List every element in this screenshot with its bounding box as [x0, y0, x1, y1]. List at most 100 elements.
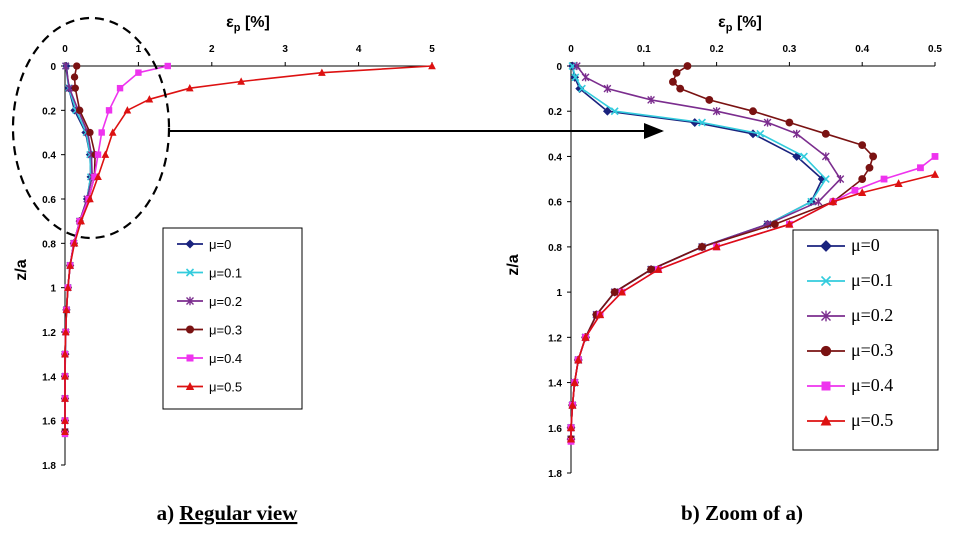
legend-label: μ=0.1 — [209, 266, 242, 281]
data-point — [61, 350, 69, 358]
y-tick-label: 0.4 — [548, 152, 562, 163]
legend-label: μ=0 — [851, 235, 880, 255]
data-point — [698, 118, 707, 127]
y-tick-label: 1 — [556, 288, 562, 299]
data-point — [821, 175, 830, 184]
data-point — [76, 106, 84, 115]
data-point — [821, 152, 830, 161]
data-point — [894, 179, 903, 187]
x-tick-label: 0.2 — [710, 44, 724, 55]
data-point — [672, 68, 681, 77]
zoom-region-ellipse — [11, 16, 171, 240]
y-tick-label: 0.8 — [42, 239, 56, 250]
chart-caption: a) Regular view — [157, 501, 299, 525]
data-point — [123, 106, 132, 114]
data-point — [185, 239, 195, 249]
x-tick-label: 2 — [209, 44, 215, 55]
series-line — [64, 65, 92, 432]
x-title-rest: [%] — [241, 14, 270, 31]
data-point — [568, 400, 577, 409]
legend: μ=0 μ=0.1 μ=0.2 μ=0.3 μ=0.4 μ=0.5 — [792, 229, 939, 451]
data-point — [108, 128, 117, 136]
data-point — [62, 305, 71, 314]
data-point — [858, 141, 867, 150]
data-point — [135, 69, 142, 76]
data-point — [820, 240, 832, 252]
y-axis-title: z/a — [505, 254, 522, 275]
data-point — [821, 381, 831, 391]
y-tick-label: 0.4 — [42, 151, 56, 162]
data-point — [930, 170, 939, 178]
data-point — [94, 172, 102, 181]
data-point — [73, 62, 81, 70]
data-point — [748, 129, 758, 139]
data-point — [581, 332, 590, 341]
data-point — [61, 327, 70, 336]
chart-b: 0 0.1 0.2 0.3 0.4 0.5 0 0.2 0.4 0.6 0.8 1 1.2 1.4 1.6 1… — [505, 14, 942, 525]
y-tick-label: 1.2 — [42, 328, 56, 339]
data-point — [821, 129, 830, 138]
data-point — [105, 107, 113, 114]
data-point — [86, 194, 94, 203]
data-point — [712, 107, 721, 116]
x-title-main: ε — [718, 14, 726, 31]
data-point — [820, 345, 832, 357]
data-point — [792, 152, 802, 161]
data-point — [669, 77, 677, 86]
data-point — [98, 129, 105, 136]
data-point — [186, 354, 194, 362]
legend-label: μ=0 — [209, 237, 231, 252]
legend-label: μ=0.2 — [209, 294, 242, 309]
y-tick-label: 1.6 — [548, 424, 562, 435]
data-point — [164, 62, 171, 70]
legend-label: μ=0.1 — [851, 270, 893, 290]
y-tick-label: 1.2 — [548, 333, 562, 344]
data-point — [647, 95, 655, 104]
data-point — [647, 265, 655, 274]
x-title-main: ε — [226, 14, 234, 31]
data-point — [654, 265, 663, 273]
data-point — [602, 106, 612, 116]
data-point — [566, 423, 576, 432]
y-tick-label: 0 — [556, 62, 562, 73]
series-group — [566, 61, 939, 445]
data-point — [814, 197, 823, 206]
x-tick-label: 4 — [356, 44, 362, 55]
legend-label: μ=0.5 — [209, 380, 242, 395]
x-axis-title: εp [%] — [226, 14, 270, 34]
data-point — [676, 84, 685, 93]
data-point — [858, 188, 867, 197]
legend-box — [792, 229, 939, 451]
caption-underlined: Regular view — [179, 501, 298, 525]
series — [61, 61, 436, 435]
data-point — [756, 129, 765, 138]
data-point — [571, 73, 580, 82]
series-line — [64, 65, 93, 432]
y-axis-title: z/a — [13, 259, 30, 280]
caption-prefix: a) — [157, 501, 180, 525]
data-point — [70, 239, 79, 247]
data-point — [61, 394, 69, 402]
x-tick-label: 0.5 — [928, 44, 942, 55]
data-point — [820, 415, 832, 426]
legend-label: μ=0.5 — [851, 410, 893, 430]
x-tick-label: 0 — [62, 44, 68, 55]
data-point — [931, 153, 939, 160]
data-point — [610, 288, 619, 297]
data-point — [185, 381, 195, 390]
y-tick-label: 1.8 — [42, 461, 56, 472]
data-point — [617, 287, 627, 296]
data-point — [575, 84, 585, 94]
y-tick-label: 1 — [50, 284, 56, 295]
data-point — [785, 118, 794, 127]
data-point — [712, 242, 721, 251]
x-tick-label: 5 — [429, 44, 435, 55]
data-point — [185, 268, 195, 277]
data-point — [65, 84, 74, 93]
legend-label: μ=0.3 — [209, 323, 242, 338]
annotations — [11, 16, 664, 240]
data-point — [836, 174, 845, 184]
data-point — [705, 96, 714, 104]
chart-a: 0 1 2 3 4 5 0 0.2 0.4 0.6 0.8 1 1.2 1.4 1.6 1.8 εp [%] z/… — [13, 14, 436, 525]
